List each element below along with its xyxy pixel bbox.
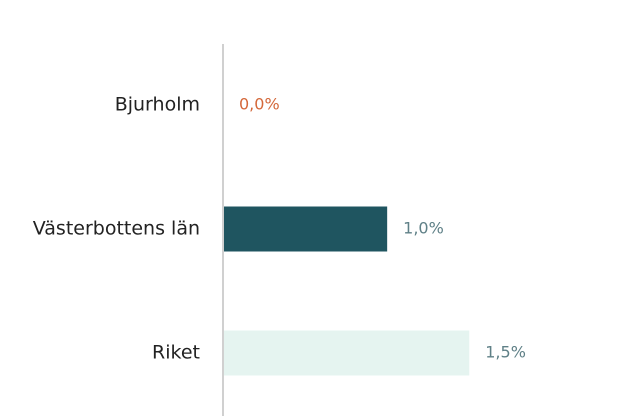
- category-label: Västerbottens län: [33, 218, 200, 240]
- value-label: 1,0%: [403, 219, 444, 238]
- bar: [223, 206, 388, 252]
- category-label: Bjurholm: [115, 94, 200, 116]
- category-label: Riket: [152, 342, 200, 364]
- bar: [223, 330, 470, 376]
- value-label: 0,0%: [239, 95, 280, 114]
- value-label: 1,5%: [485, 343, 526, 362]
